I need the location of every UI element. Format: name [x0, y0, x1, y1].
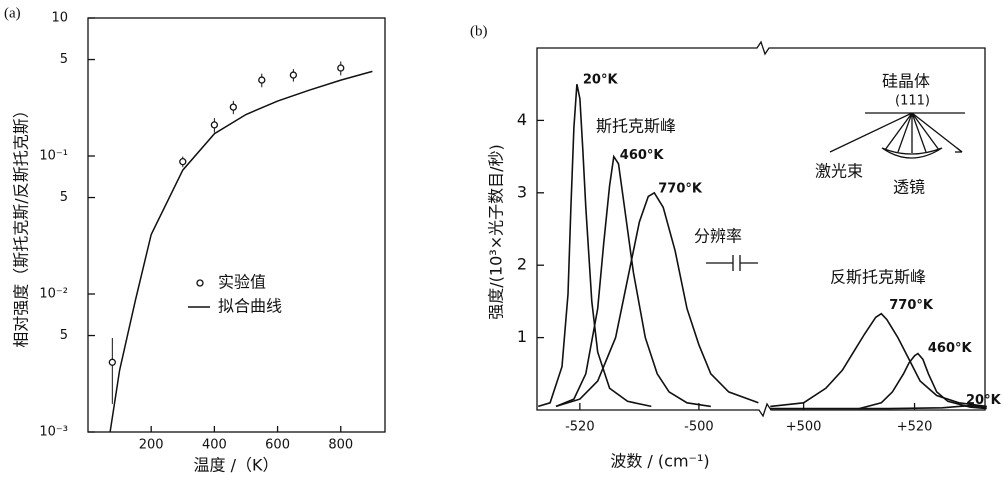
x-axis-label: 温度 /（K）: [194, 456, 279, 475]
y-axis-label: 相对强度（斯托克斯/反斯托克斯）: [12, 102, 31, 347]
spectrum-curve: [555, 191, 759, 408]
annotation: 斯托克斯峰: [596, 117, 676, 136]
y-tick-label: 10⁻²: [39, 287, 68, 302]
y-tick-label: 4: [517, 110, 527, 129]
peak-label: 460°K: [928, 341, 973, 356]
resolution-mark: [706, 255, 758, 271]
data-point: [229, 103, 237, 111]
data-point: [258, 76, 266, 84]
peak-label: 770°K: [889, 298, 934, 313]
y-tick-label: 1: [517, 327, 527, 346]
plot-frame-b: [536, 40, 986, 418]
x-tick-label: 400: [202, 438, 227, 453]
spectrum-curve: [858, 352, 987, 410]
y-tick-label: 5: [60, 52, 68, 67]
y-axis-label: 强度/(10³×光子数目/秒): [487, 144, 506, 319]
y-tick-label: 3: [517, 182, 527, 201]
y-tick-label: 10⁻³: [39, 425, 68, 440]
panel-label: (a): [4, 5, 21, 21]
fit-curve: [109, 70, 373, 433]
data-point: [179, 158, 187, 166]
x-tick-label: +520: [897, 420, 933, 435]
y-tick-label: 5: [60, 190, 68, 205]
peak-label: 460°K: [620, 148, 665, 163]
x-tick-label: 600: [265, 438, 290, 453]
x-tick-label: -520: [565, 420, 595, 435]
annotation: 分辨率: [694, 227, 742, 246]
annotation: 反斯托克斯峰: [830, 268, 926, 287]
annotation: 硅晶体: [882, 72, 930, 91]
annotation: (111): [895, 94, 930, 109]
x-tick-label: 200: [139, 438, 164, 453]
spectrum-curve: [770, 404, 987, 410]
y-tick-label: 2: [517, 255, 527, 274]
legend-label: 实验值: [218, 273, 266, 292]
peak-label: 20°K: [966, 393, 1002, 408]
plot-frame-a: [87, 17, 386, 433]
y-tick-label: 5: [60, 328, 68, 343]
inset-diagram: [829, 112, 965, 159]
spectrum-curve: [555, 154, 711, 408]
spectrum-curve: [537, 84, 652, 408]
legend-label: 拟合曲线: [218, 297, 282, 316]
y-tick-label: 10: [51, 11, 68, 26]
peak-label: 770°K: [658, 181, 703, 196]
data-point: [289, 71, 298, 79]
x-tick-label: -500: [684, 420, 714, 435]
annotation: 透镜: [893, 178, 925, 197]
legend-marker: [196, 279, 204, 287]
data-point: [337, 64, 345, 72]
y-tick-label: 10⁻¹: [39, 149, 68, 164]
x-tick-label: +500: [786, 420, 822, 435]
x-axis-label: 波数 / (cm⁻¹): [610, 452, 709, 471]
peak-label: 20°K: [583, 73, 619, 88]
x-tick-label: 800: [328, 438, 353, 453]
data-point: [210, 121, 219, 129]
annotation: 激光束: [815, 162, 863, 181]
data-point: [108, 358, 116, 366]
panel-label: (b): [470, 23, 488, 39]
spectrum-curve: [770, 312, 987, 408]
